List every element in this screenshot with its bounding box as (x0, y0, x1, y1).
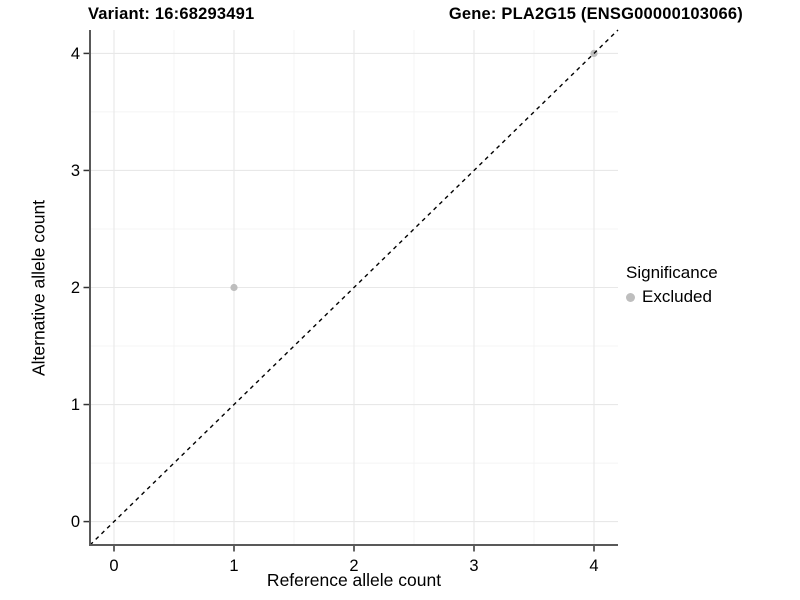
svg-text:4: 4 (589, 557, 598, 575)
svg-text:4: 4 (71, 45, 80, 63)
svg-text:2: 2 (71, 279, 80, 297)
plot-title-variant: Variant: 16:68293491 (88, 5, 255, 23)
svg-text:1: 1 (71, 396, 80, 414)
legend: Significance Excluded (626, 263, 718, 307)
excluded-point-icon (626, 292, 635, 302)
legend-entry-label: Excluded (642, 287, 712, 306)
svg-text:0: 0 (71, 513, 80, 531)
x-axis-label: Reference allele count (266, 570, 442, 590)
y-axis-label: Alternative allele count (28, 199, 49, 377)
svg-text:3: 3 (469, 557, 478, 575)
svg-text:1: 1 (229, 557, 238, 575)
legend-title: Significance (626, 263, 718, 282)
svg-text:3: 3 (71, 162, 80, 180)
svg-text:0: 0 (109, 557, 118, 575)
plot-title-gene: Gene: PLA2G15 (ENSG00000103066) (448, 5, 743, 23)
legend-entry-excluded: Excluded (626, 287, 718, 307)
svg-text:2: 2 (349, 557, 358, 575)
